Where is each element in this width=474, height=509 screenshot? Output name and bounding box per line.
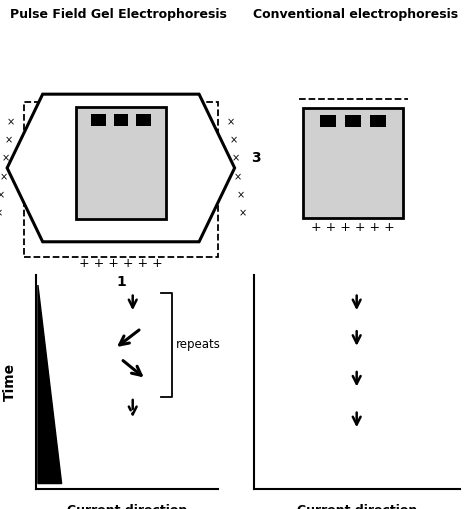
Text: Current direction
(DNA migration): Current direction (DNA migration) <box>67 504 187 509</box>
Bar <box>24 102 218 257</box>
Text: Conventional electrophoresis: Conventional electrophoresis <box>253 8 458 21</box>
Bar <box>136 114 151 126</box>
Text: ×: × <box>0 190 5 201</box>
Text: 3: 3 <box>251 151 261 165</box>
Bar <box>320 115 337 127</box>
Text: ×: × <box>7 117 15 127</box>
Text: repeats: repeats <box>176 338 221 351</box>
Text: Time: Time <box>2 363 17 401</box>
Bar <box>114 114 128 126</box>
Bar <box>345 115 361 127</box>
Text: 1: 1 <box>116 275 126 289</box>
Bar <box>91 114 106 126</box>
Text: ×: × <box>227 117 235 127</box>
Text: Current direction
(DNA migration): Current direction (DNA migration) <box>297 504 417 509</box>
Text: ×: × <box>232 154 240 164</box>
Text: ×: × <box>229 135 237 146</box>
Text: ×: × <box>4 135 12 146</box>
Polygon shape <box>38 285 62 484</box>
Text: ×: × <box>2 154 10 164</box>
Text: ×: × <box>239 209 247 219</box>
Bar <box>370 115 386 127</box>
Text: ×: × <box>0 209 3 219</box>
Bar <box>76 107 166 219</box>
Text: ×: × <box>0 172 8 182</box>
Text: + + + + + +: + + + + + + <box>311 221 395 235</box>
Polygon shape <box>7 94 235 242</box>
Text: + + + + + +: + + + + + + <box>79 257 163 270</box>
Text: ×: × <box>237 190 245 201</box>
Text: ×: × <box>234 172 242 182</box>
Text: Pulse Field Gel Electrophoresis: Pulse Field Gel Electrophoresis <box>10 8 227 21</box>
Bar <box>303 108 403 218</box>
